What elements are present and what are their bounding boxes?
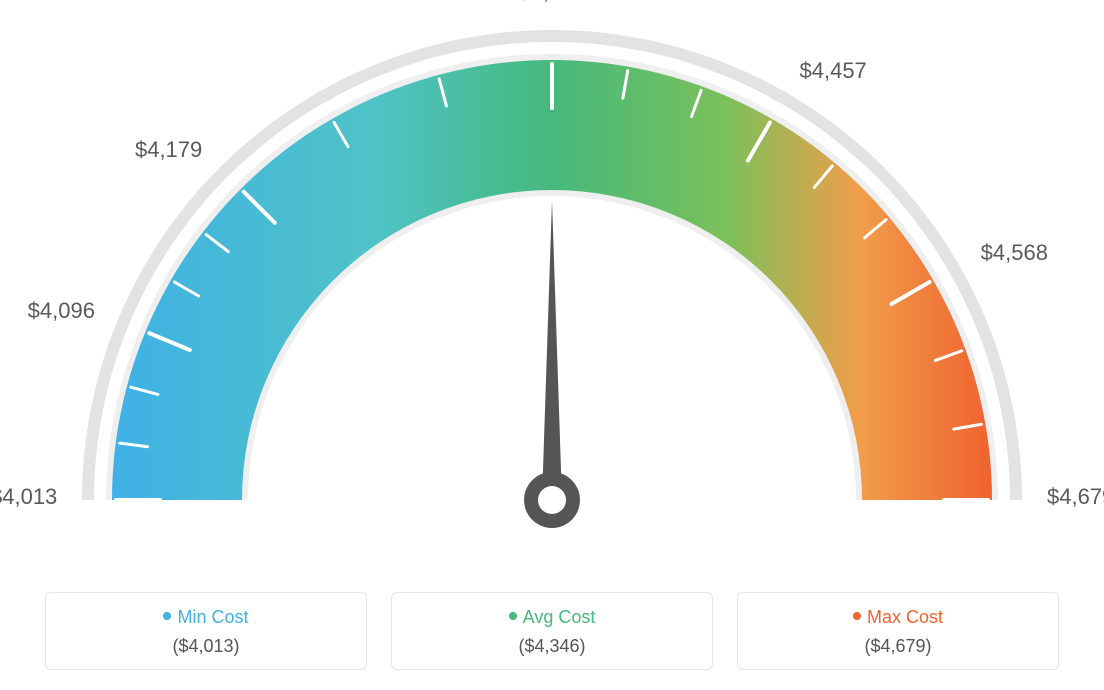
gauge-tick-label: $4,568 [981,240,1048,266]
legend-title-max-text: Max Cost [867,607,943,627]
gauge-tick-label: $4,013 [0,484,57,510]
gauge-tick-label: $4,096 [28,298,95,324]
gauge-svg [0,0,1104,560]
legend-card-avg: Avg Cost ($4,346) [391,592,713,670]
legend-title-min: Min Cost [56,607,356,628]
legend-title-avg-text: Avg Cost [523,607,596,627]
gauge-tick-label: $4,679 [1047,484,1104,510]
legend-value-min: ($4,013) [56,636,356,657]
gauge-tick-label: $4,457 [800,58,867,84]
gauge-tick-label: $4,179 [135,137,202,163]
legend-dot-avg [509,612,517,620]
legend-title-min-text: Min Cost [177,607,248,627]
legend-row: Min Cost ($4,013) Avg Cost ($4,346) Max … [0,592,1104,670]
legend-value-avg: ($4,346) [402,636,702,657]
legend-title-max: Max Cost [748,607,1048,628]
gauge-chart: $4,013 $4,096 $4,179 $4,346 $4,457 $4,568 $4,6… [0,0,1104,560]
legend-dot-min [163,612,171,620]
legend-title-avg: Avg Cost [402,607,702,628]
legend-value-max: ($4,679) [748,636,1048,657]
legend-card-max: Max Cost ($4,679) [737,592,1059,670]
legend-dot-max [853,612,861,620]
legend-card-min: Min Cost ($4,013) [45,592,367,670]
gauge-tick-label: $4,346 [519,0,586,5]
